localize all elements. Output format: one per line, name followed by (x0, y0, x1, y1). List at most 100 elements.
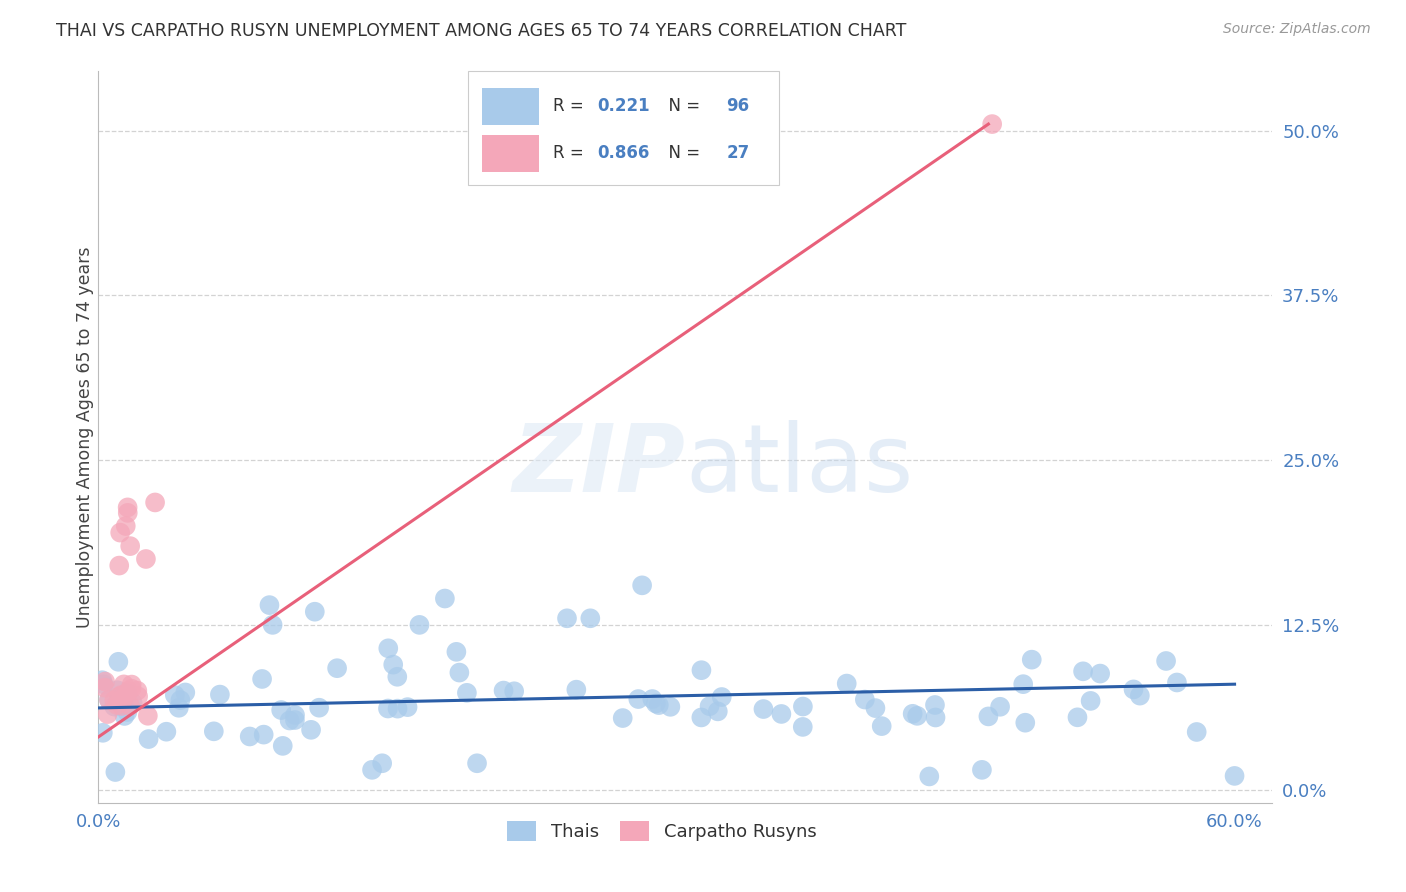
Point (377, 701, 399, 715)
Point (112, 677, 135, 691)
Point (988, 699, 1011, 714)
Point (503, 684, 526, 698)
Point (143, 495, 166, 509)
Point (103, 693, 125, 707)
Y-axis label: Unemployment Among Ages 65 to 74 years: Unemployment Among Ages 65 to 74 years (76, 246, 94, 628)
Point (308, 700, 330, 714)
Point (627, 692, 650, 706)
Point (579, 611, 602, 625)
Point (108, 558, 131, 573)
Point (970, 763, 993, 777)
Point (792, 720, 814, 734)
Point (108, 690, 131, 704)
Point (433, 591, 456, 606)
Point (565, 682, 588, 697)
Point (169, 693, 191, 707)
Point (111, 698, 134, 713)
Text: 96: 96 (727, 97, 749, 115)
Text: N =: N = (658, 97, 706, 115)
Point (98, 692, 121, 706)
Point (446, 645, 468, 659)
Text: R =: R = (553, 97, 589, 115)
Point (644, 697, 666, 711)
Point (449, 665, 471, 680)
Point (284, 713, 307, 727)
Point (135, 552, 157, 566)
Point (465, 756, 488, 771)
Point (94, 674, 117, 689)
Point (387, 701, 409, 715)
Point (94, 681, 117, 695)
Point (1066, 710, 1088, 724)
Point (612, 711, 634, 725)
Point (752, 702, 775, 716)
Point (1080, 694, 1102, 708)
Point (299, 723, 322, 737)
Point (262, 618, 284, 632)
Point (659, 699, 682, 714)
Point (304, 605, 326, 619)
Point (117, 686, 139, 700)
Point (396, 700, 419, 714)
Point (1012, 677, 1035, 691)
Point (492, 683, 515, 698)
Point (253, 728, 276, 742)
Point (174, 685, 197, 699)
Point (121, 681, 143, 696)
Point (111, 698, 134, 713)
Point (93, 677, 115, 691)
Text: 0.866: 0.866 (598, 145, 650, 162)
Point (981, 117, 1004, 131)
Point (371, 756, 394, 771)
Point (105, 698, 128, 712)
Point (382, 657, 405, 672)
Point (138, 732, 160, 747)
Point (555, 611, 578, 625)
Point (1185, 725, 1208, 739)
Point (707, 704, 730, 718)
Point (259, 598, 281, 612)
Point (905, 709, 928, 723)
Point (107, 655, 129, 669)
Point (239, 730, 262, 744)
FancyBboxPatch shape (482, 135, 538, 171)
Text: THAI VS CARPATHO RUSYN UNEMPLOYMENT AMONG AGES 65 TO 74 YEARS CORRELATION CHART: THAI VS CARPATHO RUSYN UNEMPLOYMENT AMON… (56, 22, 907, 40)
Point (1223, 769, 1246, 783)
Point (112, 692, 135, 706)
Point (127, 683, 149, 698)
Point (117, 705, 139, 719)
Point (121, 677, 143, 691)
Text: Source: ZipAtlas.com: Source: ZipAtlas.com (1223, 22, 1371, 37)
Point (918, 769, 941, 783)
Point (977, 709, 1000, 723)
Point (690, 663, 713, 677)
Point (117, 684, 139, 698)
Text: 0.221: 0.221 (598, 97, 650, 115)
Point (924, 698, 946, 712)
Point (456, 686, 478, 700)
Point (387, 670, 409, 684)
Text: ZIP: ZIP (513, 420, 686, 512)
Point (641, 692, 664, 706)
Point (1129, 689, 1152, 703)
Point (1071, 665, 1094, 679)
FancyBboxPatch shape (482, 88, 538, 125)
Point (835, 676, 858, 690)
Point (208, 688, 231, 702)
Text: N =: N = (658, 145, 706, 162)
Point (408, 618, 430, 632)
Point (770, 706, 793, 721)
Point (98, 693, 121, 707)
Point (202, 724, 225, 739)
Point (631, 578, 654, 592)
Point (108, 525, 131, 540)
Point (901, 706, 924, 721)
Text: R =: R = (553, 145, 589, 162)
Point (112, 697, 135, 711)
Point (110, 688, 132, 702)
Point (155, 724, 177, 739)
FancyBboxPatch shape (468, 71, 779, 185)
Point (127, 690, 149, 704)
Point (1166, 675, 1188, 690)
Point (326, 661, 349, 675)
